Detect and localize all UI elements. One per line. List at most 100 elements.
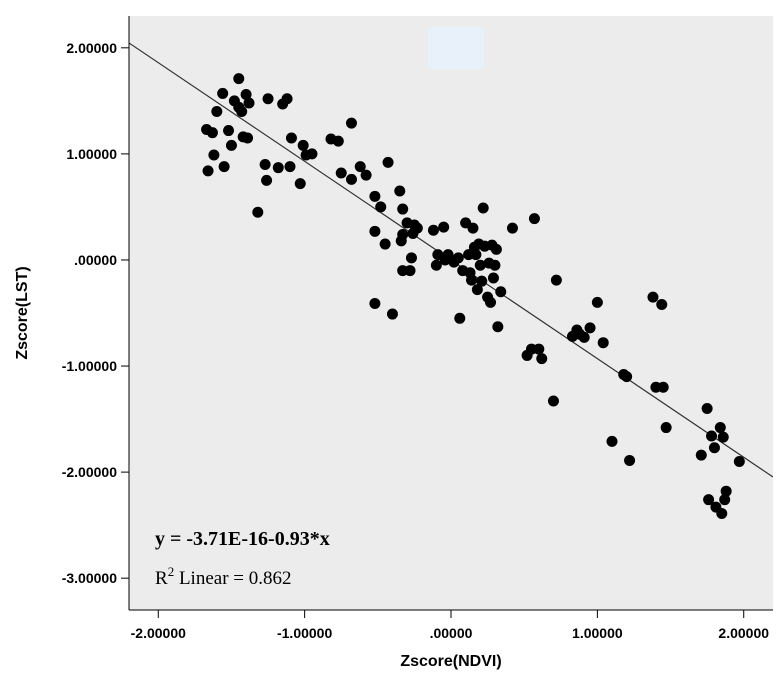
data-point — [259, 159, 271, 170]
x-tick-label: -2.00000 — [131, 625, 186, 641]
data-point — [242, 132, 254, 144]
data-point — [206, 127, 218, 139]
data-point — [411, 222, 423, 234]
data-point — [647, 291, 659, 303]
data-point — [706, 430, 718, 442]
data-point — [294, 178, 306, 190]
data-point — [550, 274, 562, 286]
data-point — [489, 259, 501, 271]
y-tick-label: 2.00000 — [66, 40, 117, 56]
data-point — [492, 321, 504, 333]
data-point — [306, 148, 318, 160]
data-point — [375, 201, 387, 213]
data-point — [335, 167, 347, 179]
data-point — [454, 312, 466, 324]
x-tick-label: 1.00000 — [572, 625, 623, 641]
data-point — [477, 202, 489, 214]
data-point — [438, 221, 450, 233]
r2-value: Linear = 0.862 — [174, 568, 291, 589]
data-point — [657, 381, 669, 393]
data-point — [332, 135, 344, 147]
data-point — [703, 494, 715, 506]
data-point — [474, 259, 486, 271]
data-point — [284, 161, 296, 173]
data-points — [201, 73, 745, 519]
data-point — [442, 249, 454, 261]
data-point — [285, 132, 297, 144]
data-point — [262, 93, 274, 105]
data-point — [701, 402, 713, 414]
y-tick-label: .00000 — [74, 252, 117, 268]
x-tick-label: .00000 — [430, 625, 473, 641]
data-point — [714, 422, 726, 434]
data-point — [261, 174, 273, 186]
data-point — [471, 284, 483, 296]
data-point — [233, 73, 245, 85]
data-point — [536, 353, 548, 365]
data-point — [717, 431, 729, 443]
x-tick-label: -1.00000 — [277, 625, 332, 641]
data-point — [345, 173, 357, 185]
data-point — [591, 296, 603, 308]
data-point — [240, 88, 252, 100]
data-point — [506, 222, 518, 234]
data-point — [533, 343, 545, 355]
data-point — [369, 190, 381, 202]
data-point — [719, 494, 731, 506]
data-point — [369, 297, 381, 309]
y-axis-ticks: 2.00000 1.00000 .00000 -1.00000 -2.00000 -3.0… — [62, 40, 129, 586]
data-point — [487, 272, 499, 284]
data-point — [397, 203, 409, 215]
data-point — [495, 286, 507, 298]
data-point — [233, 101, 245, 113]
data-point — [395, 235, 407, 247]
data-point — [427, 224, 439, 236]
plot-highlight-patch — [428, 27, 484, 69]
data-point — [606, 435, 618, 447]
data-point — [716, 507, 728, 519]
data-point — [394, 185, 406, 197]
x-tick-label: 2.00000 — [718, 625, 769, 641]
data-point — [345, 117, 357, 129]
data-point — [485, 296, 497, 308]
r2-superscript: 2 — [168, 564, 175, 579]
y-tick-label: -3.00000 — [62, 570, 117, 586]
data-point — [202, 165, 214, 177]
data-point — [584, 322, 596, 334]
data-point — [660, 422, 672, 434]
y-tick-label: -1.00000 — [62, 358, 117, 374]
data-point — [624, 454, 636, 466]
data-point — [597, 337, 609, 349]
data-point — [405, 252, 417, 264]
x-axis-title: Zscore(NDVI) — [400, 653, 501, 670]
data-point — [720, 485, 732, 497]
data-point — [297, 139, 309, 151]
data-point — [225, 139, 237, 151]
plot-background — [129, 16, 773, 610]
data-point — [621, 371, 633, 383]
data-point — [382, 156, 394, 168]
r2-prefix: R — [155, 568, 168, 589]
r-squared-label: R2 Linear = 0.862 — [155, 564, 291, 589]
data-point — [578, 331, 590, 343]
data-point — [218, 161, 230, 173]
data-point — [386, 308, 398, 320]
data-point — [656, 299, 668, 311]
data-point — [354, 161, 366, 173]
data-point — [272, 162, 284, 174]
data-point — [733, 456, 745, 467]
data-point — [528, 213, 540, 225]
data-point — [243, 97, 255, 109]
data-point — [430, 259, 442, 271]
data-point — [223, 125, 235, 137]
data-point — [467, 222, 479, 234]
data-point — [547, 395, 559, 407]
data-point — [208, 149, 220, 161]
y-tick-label: -2.00000 — [62, 464, 117, 480]
data-point — [252, 206, 264, 218]
data-point — [281, 93, 293, 105]
data-point — [452, 252, 464, 264]
data-point — [470, 249, 482, 261]
data-point — [476, 275, 488, 287]
